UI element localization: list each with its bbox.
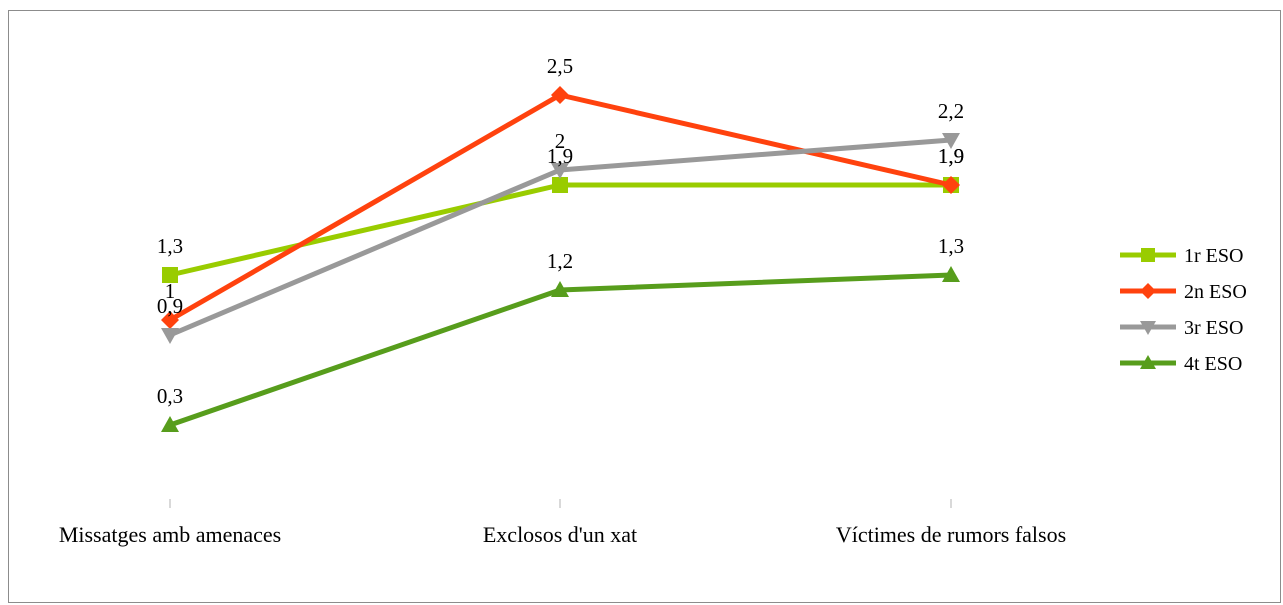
series-layer xyxy=(161,86,960,432)
legend-item-1r-eso[interactable]: 1r ESO xyxy=(1120,245,1243,267)
legend-label: 3r ESO xyxy=(1184,317,1243,339)
legend-marker xyxy=(1140,321,1156,335)
category-label: Missatges amb amenaces xyxy=(59,522,281,547)
legend-marker xyxy=(1141,248,1155,262)
legend-marker xyxy=(1140,355,1156,369)
data-label: 1,3 xyxy=(157,234,183,258)
data-point xyxy=(551,163,569,179)
data-label: 0,9 xyxy=(157,294,183,318)
data-point xyxy=(551,86,569,104)
data-point xyxy=(161,416,179,432)
legend-label: 1r ESO xyxy=(1184,245,1243,267)
data-label: 1,2 xyxy=(547,249,573,273)
data-point xyxy=(942,266,960,282)
data-label: 2 xyxy=(555,129,566,153)
data-label: 1,9 xyxy=(938,144,964,168)
data-label: 1,9 xyxy=(938,144,964,168)
data-label: 1,9 xyxy=(547,144,573,168)
legend-item-3r-eso[interactable]: 3r ESO xyxy=(1120,317,1243,339)
data-label: 2,2 xyxy=(938,99,964,123)
chart-frame xyxy=(8,10,1281,603)
x-axis: Missatges amb amenaces Exclosos d'un xat V… xyxy=(59,499,1066,547)
legend-label: 2n ESO xyxy=(1184,281,1247,303)
legend-marker xyxy=(1140,283,1156,299)
data-point xyxy=(161,311,179,329)
data-label: 2,5 xyxy=(547,54,573,78)
series-2n-eso xyxy=(161,86,960,329)
series-3r-eso xyxy=(161,133,960,344)
legend-label: 4t ESO xyxy=(1184,353,1242,375)
data-point xyxy=(552,177,568,193)
category-label: Víctimes de rumors falsos xyxy=(836,522,1066,547)
legend-item-4t-eso[interactable]: 4t ESO xyxy=(1120,353,1242,375)
data-point xyxy=(551,281,569,297)
legend-item-2n-eso[interactable]: 2n ESO xyxy=(1120,281,1247,303)
data-point xyxy=(161,328,179,344)
data-label: 1,3 xyxy=(938,234,964,258)
data-point xyxy=(162,267,178,283)
legend[interactable]: 1r ESO 2n ESO 3r ESO 4t ESO xyxy=(1120,245,1247,375)
data-label: 1 xyxy=(165,279,176,303)
data-point xyxy=(942,133,960,149)
series-4t-eso xyxy=(161,266,960,432)
data-point xyxy=(942,176,960,194)
category-label: Exclosos d'un xat xyxy=(483,522,637,547)
data-label: 0,3 xyxy=(157,384,183,408)
data-labels: 1,31,9 1,912,51,90,922,20,31,21,3 xyxy=(157,54,964,408)
series-line xyxy=(169,272,952,428)
